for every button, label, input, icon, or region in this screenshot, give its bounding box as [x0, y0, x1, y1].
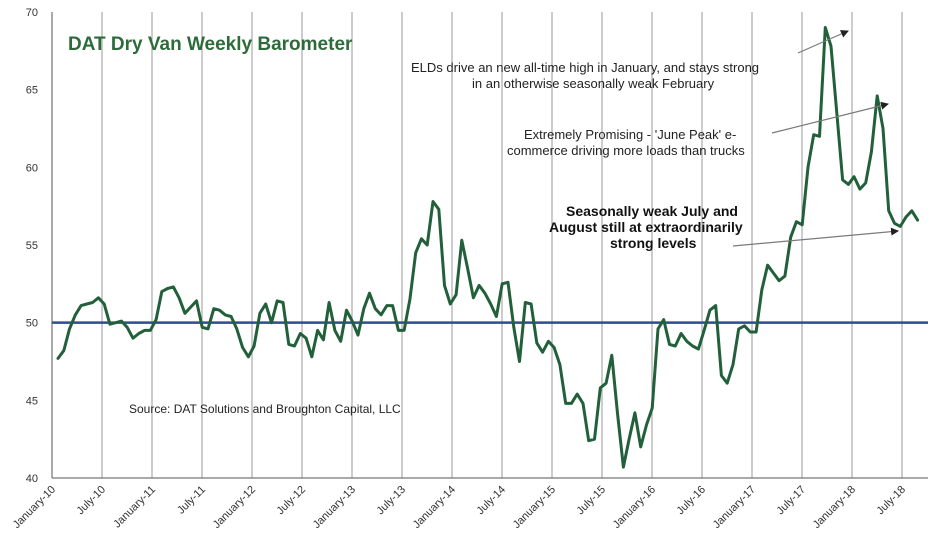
x-tick-label: July-13 [375, 484, 409, 518]
x-tick-label: January-16 [611, 484, 658, 531]
x-tick-label: July-14 [475, 484, 509, 518]
x-tick-label: July-12 [275, 484, 309, 518]
annotation-summer-line1: Seasonally weak July and [566, 203, 738, 219]
x-tick-label: January-10 [11, 484, 58, 531]
x-tick-label: January-15 [511, 484, 558, 531]
annotation-elds-line1: ELDs drive an new all-time high in Janua… [411, 60, 759, 75]
x-tick-label: July-11 [175, 484, 208, 517]
x-tick-label: January-13 [311, 484, 358, 531]
x-tick-label: January-17 [711, 484, 758, 531]
source-note: Source: DAT Solutions and Broughton Capi… [129, 402, 401, 416]
annotation-june-line1: Extremely Promising - 'June Peak' e- [524, 127, 736, 142]
chart-title: DAT Dry Van Weekly Barometer [68, 34, 353, 55]
annotation-elds-line2: in an otherwise seasonally weak February [472, 76, 715, 91]
y-tick-label: 60 [26, 162, 38, 174]
axes: January-10 July-10 January-11 July-11 Januar… [11, 7, 928, 531]
x-tick-label: July-18 [875, 484, 909, 518]
y-tick-label: 65 [26, 85, 38, 97]
annotation-arrow-summer [732, 227, 899, 247]
x-tick-label: January-18 [811, 484, 858, 531]
y-tick-label: 45 [26, 395, 38, 407]
y-tick-label: 70 [26, 7, 38, 19]
annotation-summer-line3: strong levels [610, 235, 697, 251]
y-tick-label: 50 [26, 318, 38, 330]
x-tick-label: July-17 [775, 484, 809, 518]
x-tick-label: January-14 [411, 484, 458, 531]
annotation-arrow-elds [797, 30, 849, 54]
annotation-arrow-june [771, 101, 889, 134]
series-line [56, 26, 920, 469]
x-tick-label: July-16 [675, 484, 709, 518]
x-tick-label: January-12 [211, 484, 258, 531]
y-tick-label: 40 [26, 473, 38, 485]
y-tick-label: 55 [26, 240, 38, 252]
x-tick-label: July-15 [575, 484, 609, 518]
x-tick-label: July-10 [75, 484, 109, 518]
series-layer [56, 26, 920, 469]
annotation-june-line2: commerce driving more loads than trucks [507, 143, 745, 158]
annotation-summer-line2: August still at extraordinarily [549, 219, 743, 235]
x-tick-label: January-11 [111, 484, 158, 531]
